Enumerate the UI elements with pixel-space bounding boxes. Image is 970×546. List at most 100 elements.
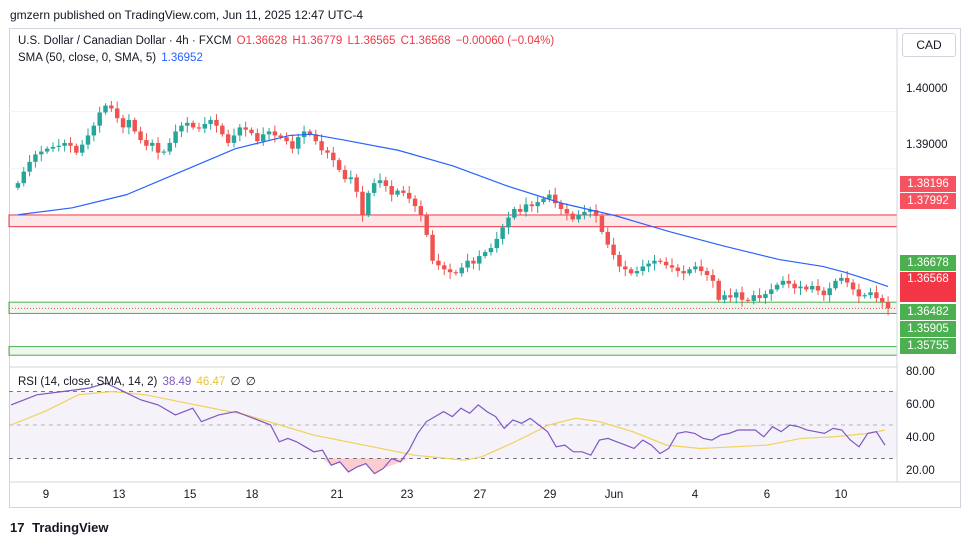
chart-frame[interactable] [9,28,961,508]
candle-up [588,210,593,212]
candle-up [167,142,172,152]
candle-up [91,125,97,136]
candle-down [885,302,891,309]
change-value: −0.00060 (−0.04%) [455,35,555,47]
candle-up [482,252,488,257]
candle-down [319,141,324,151]
candle-up [173,131,178,143]
candle-up [62,142,67,146]
candle-down [663,261,669,266]
rsi-tick: 20.00 [906,465,935,477]
sma-label: SMA (50, close, 0, SMA, 5) [18,52,157,64]
currency-button[interactable]: CAD [902,33,956,57]
red-zone-upper-label: 1.38196 [900,176,956,192]
red-zone-lower-label: 1.37992 [900,193,956,209]
candle-up [494,238,500,249]
candle-up [208,119,213,124]
candle-down [436,260,441,266]
candle-up [50,146,56,149]
candle-down [243,127,248,130]
rsi-value: 38.49 [162,376,192,388]
sma-layer [9,133,897,309]
candle-up [15,183,21,188]
candle-down [716,280,721,300]
candle-up [535,202,540,207]
last-price-label: 1.36568 [900,272,956,302]
candle-down [68,142,73,146]
candle-up [868,292,873,296]
candle-up [21,171,26,184]
candle-down [424,214,429,235]
symbol-label: U.S. Dollar / Canadian Dollar · 4h · FXC… [18,35,232,47]
candle-up [722,295,727,300]
grid-layer [9,110,897,170]
candle-down [225,134,231,143]
sma-value: 1.36952 [161,52,203,64]
candle-down [418,206,424,215]
candle-down [815,285,821,291]
candle-up [734,292,739,298]
candle-up [44,148,50,152]
brand-name: TradingView [32,520,109,535]
candle-up [395,190,400,195]
candle-up [862,295,867,297]
red-resistance-zone [8,214,898,228]
candle-down [114,108,120,119]
candles-layer [15,100,891,316]
candle-down [593,210,599,216]
candle-up [798,286,803,289]
rsi-extra-1: ∅ [230,376,241,388]
candle-down [710,275,716,281]
candle-down [255,133,260,142]
candle-down [354,177,359,192]
candle-down [623,266,628,270]
candle-down [675,267,681,272]
time-tick: 27 [473,489,487,501]
candle-down [552,194,558,204]
candle-up [56,145,62,147]
candle-down [342,169,348,180]
candle-up [833,280,838,289]
high-value: H1.36779 [292,35,343,47]
time-tick: 21 [330,489,344,501]
candle-up [296,137,301,149]
candle-up [839,277,844,281]
candle-down [453,272,459,274]
close-value: C1.36568 [400,35,451,47]
rsi-tick: 40.00 [906,432,935,444]
candle-down [804,286,809,290]
time-tick: Jun [604,489,624,501]
candle-up [640,266,646,272]
sma-line [17,133,889,288]
sma-legend[interactable]: SMA (50, close, 0, SMA, 5) 1.36952 [18,52,205,64]
candle-down [132,119,137,132]
branding[interactable]: 17 TradingView [10,520,108,535]
candle-down [284,137,289,142]
candle-up [266,131,272,135]
candle-up [477,256,482,264]
green-support-zone-upper [8,301,898,314]
candle-down [406,192,412,199]
candle-down [120,118,126,128]
candle-up [547,194,552,199]
candle-down [739,292,745,300]
candle-up [97,112,102,126]
main-legend: U.S. Dollar / Canadian Dollar · 4h · FXC… [18,35,556,47]
candle-down [109,105,114,109]
candle-down [220,125,225,135]
candle-down [529,204,535,207]
candle-up [488,248,494,253]
candle-down [313,134,318,142]
rsi-legend[interactable]: RSI (14, close, SMA, 14, 2) 38.49 46.47 … [18,374,258,388]
candle-down [74,145,79,153]
top-bar: gmzern published on TradingView.com, Jun… [0,0,970,28]
candle-up [769,289,774,295]
candle-up [39,151,44,155]
candle-down [880,298,885,303]
candle-down [757,295,762,299]
candle-down [325,150,330,153]
candle-up [687,269,692,274]
time-tick: 29 [543,489,557,501]
candle-down [412,198,418,207]
